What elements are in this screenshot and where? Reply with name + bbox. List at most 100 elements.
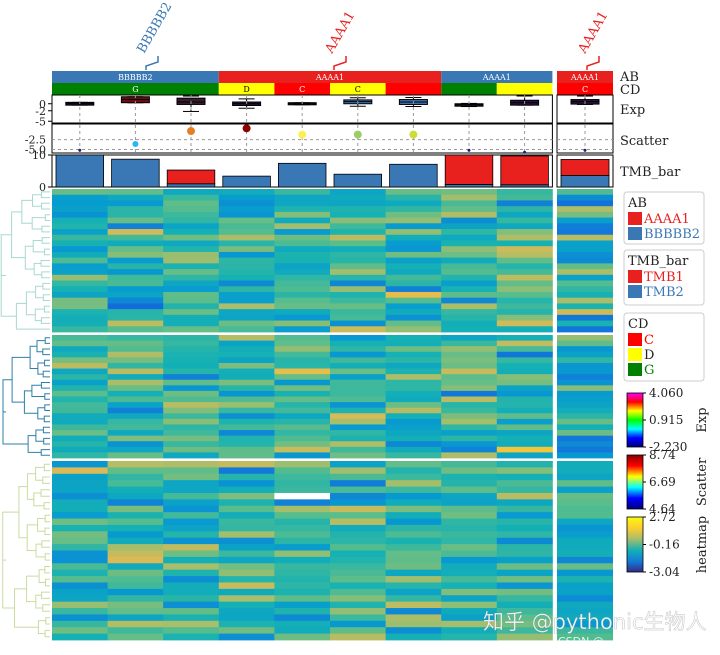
watermark-sub: CSDN @ (558, 635, 604, 648)
heatmap-cell (385, 263, 442, 270)
heatmap-cell (218, 286, 275, 293)
heatmap-cell (330, 357, 386, 364)
heatmap-cell (385, 335, 442, 341)
heatmap-cell (557, 595, 613, 603)
heatmap-cell (218, 374, 275, 381)
heatmap-cell (557, 418, 613, 425)
heatmap-cell (441, 486, 498, 494)
ab-annotation-track: BBBBB2 AAAA1 AAAA1 AAAA1 (52, 71, 613, 83)
heatmap-cell (274, 492, 331, 500)
heatmap-cell (496, 569, 553, 577)
legend-ab-frame (623, 191, 705, 245)
heatmap-cell (218, 340, 275, 347)
heatmap-cell (441, 234, 498, 241)
heatmap-cell (557, 424, 613, 431)
heatmap-cell (330, 595, 386, 603)
dendrogram-link (27, 435, 42, 453)
scatter-point (78, 148, 82, 152)
dendrogram-link (43, 415, 50, 423)
dendrogram-link (29, 345, 38, 369)
heatmap-cell (218, 407, 275, 414)
heatmap-cell (385, 601, 442, 609)
heatmap-cell (163, 531, 220, 539)
heatmap-cell (496, 229, 553, 236)
heatmap-cell (557, 240, 613, 247)
track-name-ab: AB (619, 70, 639, 85)
heatmap-cell (496, 413, 553, 420)
heatmap-cell (163, 499, 220, 507)
heatmap-cell (385, 627, 442, 634)
heatmap-cell (385, 223, 442, 230)
heatmap-cell (441, 537, 498, 545)
heatmap-cell (385, 505, 442, 513)
scatter-point (467, 148, 471, 152)
heatmap-cell (441, 362, 498, 369)
tmb-bar-tmb1 (444, 154, 494, 185)
heatmap-cell (496, 467, 553, 475)
heatmap-cell (385, 435, 442, 442)
heatmap-cell (107, 368, 164, 375)
heatmap-cell (107, 595, 164, 603)
heatmap-cell (385, 518, 442, 526)
heatmap-cell (557, 303, 613, 310)
heatmap-cell (218, 518, 275, 526)
heatmap-cell (330, 374, 386, 381)
dendrogram-link (42, 348, 50, 356)
heatmap-cell (52, 385, 108, 392)
heatmap-cell (274, 550, 331, 558)
heatmap-cell (107, 200, 164, 207)
heatmap-cell (218, 280, 275, 287)
cd-segment-label: G (132, 85, 138, 94)
heatmap-cell (107, 335, 164, 341)
heatmap-cell (52, 441, 108, 448)
dendrogram-link (41, 202, 50, 210)
scatter-point (523, 150, 527, 154)
heatmap-cell (107, 582, 164, 590)
heatmap-cell (163, 335, 220, 341)
heatmap-cell (274, 413, 331, 420)
heatmap-cell (330, 569, 386, 577)
heatmap-cell (52, 362, 108, 369)
heatmap-cell (107, 537, 164, 545)
heatmap-cell (385, 467, 442, 475)
heatmap-cell (218, 402, 275, 409)
heatmap-cell (163, 430, 220, 437)
legend-cd-swatch (628, 333, 642, 346)
heatmap-cell (385, 633, 442, 641)
heatmap-cell (218, 452, 275, 459)
heatmap-cell (441, 396, 498, 403)
heatmap-cell (107, 206, 164, 213)
heatmap-cell (496, 595, 553, 603)
heatmap-cell (274, 563, 331, 571)
heatmap-cell (163, 286, 220, 293)
heatmap-cell (218, 351, 275, 358)
heatmap-cell (218, 309, 275, 316)
row-dendrogram (0, 191, 50, 638)
heatmap-cell (107, 314, 164, 321)
heatmap-cell (557, 368, 613, 375)
legend-scatter-tick-label: 8.74 (649, 448, 676, 462)
dendrogram-link (42, 604, 50, 612)
heatmap-cell (330, 234, 386, 241)
heatmap-cell (107, 223, 164, 230)
heatmap-cell (107, 512, 164, 519)
heatmap-cell (441, 620, 498, 628)
heatmap-cell (218, 418, 275, 425)
heatmap-cell (107, 452, 164, 459)
heatmap-cell (274, 189, 331, 196)
heatmap-cell (274, 441, 331, 448)
legend-heatmap-tick-label: -3.04 (649, 565, 680, 579)
heatmap-cell (385, 492, 442, 500)
heatmap-cell (107, 435, 164, 442)
scatter-frame (51, 123, 553, 154)
heatmap-cell (385, 257, 442, 264)
heatmap-cell (107, 550, 164, 558)
heatmap-cell (163, 441, 220, 448)
heatmap-cell (52, 492, 108, 500)
heatmap-cell (557, 620, 613, 628)
dendrogram-link (33, 262, 42, 276)
heatmap-cell (385, 614, 442, 622)
heatmap-cell (330, 229, 386, 236)
heatmap-cell (107, 346, 164, 353)
